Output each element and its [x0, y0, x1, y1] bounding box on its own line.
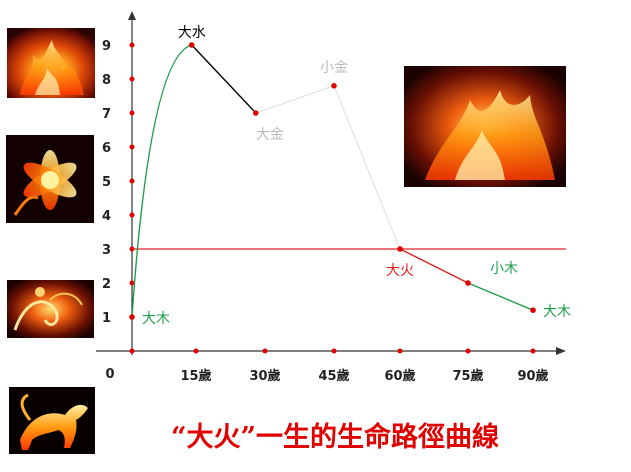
- data-point-6: [465, 280, 471, 286]
- chart-axes: 1 2 3 4 5 6 7 8 9 0 15歲 30歲 45歲 60歲 75歲 90歲: [96, 11, 566, 384]
- x-tick-dot: [193, 348, 199, 354]
- annotation-4: 小金: [320, 60, 348, 76]
- annotation-5: 大火: [386, 263, 414, 279]
- x-tick-label: 15歲: [180, 368, 211, 384]
- chart-title: “大火”一生的生命路徑曲線: [171, 421, 499, 453]
- x-tick-dot: [530, 348, 536, 354]
- flame-horse-photo-1: [7, 28, 95, 98]
- data-point-7: [530, 307, 536, 314]
- origin-label: 0: [105, 367, 114, 382]
- series-segment-4: [399, 248, 469, 284]
- y-tick-label: 7: [102, 107, 111, 122]
- x-tick-label: 90歲: [517, 368, 548, 384]
- x-tick-dot: [262, 348, 268, 354]
- annotation-1: 大木: [142, 311, 170, 327]
- series-segment-5: [467, 282, 534, 311]
- data-point-2: [188, 42, 195, 48]
- series-segment-2: [191, 44, 257, 114]
- y-tick-dot: [129, 280, 135, 286]
- annotation-2: 大水: [178, 25, 206, 41]
- annotation-6: 小木: [490, 261, 518, 277]
- x-tick-label: 30歲: [249, 368, 280, 384]
- data-point-4: [331, 83, 337, 89]
- x-tick-label: 45歲: [318, 368, 349, 384]
- x-tick-dot: [465, 348, 471, 354]
- fire-flower-photo: [6, 135, 94, 223]
- fire-swirl-photo: [7, 280, 94, 338]
- y-tick-label: 1: [102, 311, 111, 326]
- y-tick-label: 9: [102, 39, 111, 54]
- running-fire-horse-photo: [9, 387, 95, 454]
- y-tick-dot: [129, 76, 135, 82]
- y-tick-label: 2: [102, 277, 111, 292]
- x-tick-label: 75歲: [452, 368, 483, 384]
- y-tick-dot: [129, 212, 135, 218]
- y-tick-label: 5: [102, 175, 111, 190]
- data-point-5: [397, 246, 403, 252]
- y-tick-label: 4: [102, 209, 111, 224]
- marker-layer: [129, 42, 536, 320]
- y-tick-label: 6: [102, 141, 111, 156]
- x-tick-dot: [397, 348, 403, 354]
- y-tick-label: 3: [102, 243, 111, 258]
- x-axis-arrow: [556, 347, 566, 355]
- y-tick-dot: [129, 178, 135, 184]
- series-segment-3: [255, 85, 401, 250]
- annotation-3: 大金: [256, 127, 284, 143]
- x-tick-label: 60歲: [384, 368, 415, 384]
- annotation-7: 大木: [543, 304, 571, 320]
- y-tick-label: 8: [102, 73, 111, 88]
- y-tick-dot: [129, 144, 135, 150]
- y-tick-dot: [129, 110, 135, 116]
- x-tick-dot: [331, 348, 337, 354]
- y-tick-dot: [129, 42, 135, 48]
- large-fire-horse-photo: [404, 66, 566, 187]
- series-segment-1: [131, 44, 192, 318]
- origin-dot: [129, 348, 135, 354]
- data-point-3: [253, 110, 259, 116]
- data-point-1: [129, 314, 135, 320]
- y-axis-arrow: [128, 11, 136, 20]
